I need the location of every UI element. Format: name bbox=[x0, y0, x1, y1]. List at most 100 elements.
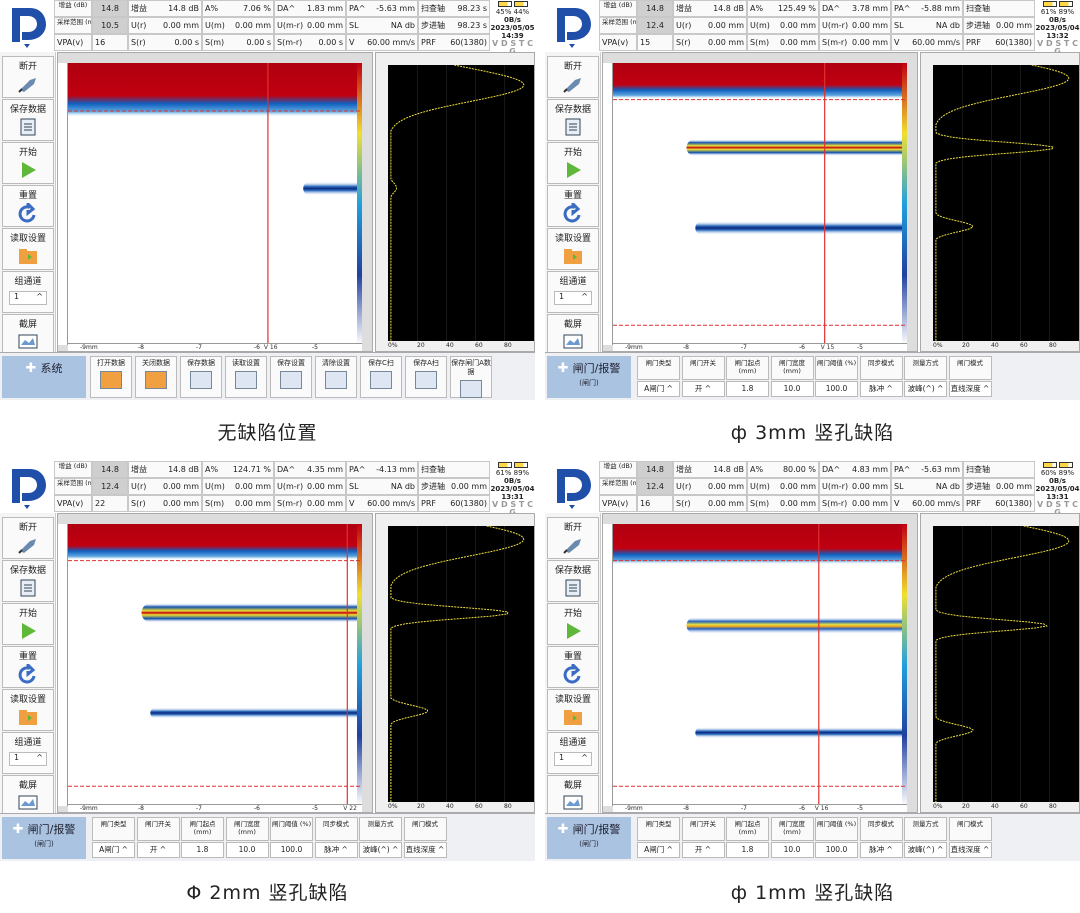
sidebar-button[interactable]: 重置 bbox=[547, 185, 599, 227]
sidebar-button[interactable]: 保存数据 bbox=[2, 99, 54, 141]
gate-param-value[interactable]: 100.0 bbox=[815, 842, 858, 858]
bscan-image[interactable] bbox=[68, 63, 362, 345]
toolbar-button[interactable]: 清除设置 bbox=[315, 356, 357, 398]
scan-view[interactable]: -9mm -8 -7 -6 -5 V 16 bbox=[57, 52, 373, 352]
gate-param-value[interactable]: 波峰(^) ^ bbox=[904, 381, 947, 397]
ascan-view[interactable]: 0% 20 40 60 80 bbox=[375, 513, 535, 813]
scan-view[interactable]: -9mm -8 -7 -6 -5 V 15 bbox=[602, 52, 918, 352]
sidebar-button[interactable]: 开始 bbox=[2, 142, 54, 184]
sidebar-button[interactable]: 开始 bbox=[2, 603, 54, 645]
range-value[interactable]: 12.4 bbox=[92, 478, 128, 495]
sidebar-button[interactable]: 保存数据 bbox=[547, 99, 599, 141]
gate-param-value[interactable]: 1.8 bbox=[726, 842, 769, 858]
ascan-view[interactable]: 0% 20 40 60 80 bbox=[375, 52, 535, 352]
toolbar-button[interactable]: 保存闸门A数据 bbox=[450, 356, 492, 398]
vpa-value[interactable]: 16 bbox=[92, 34, 128, 51]
menu-category-label: 闸门/报警 bbox=[572, 823, 621, 836]
sidebar-button[interactable]: 重置 bbox=[2, 185, 54, 227]
sidebar-button[interactable]: 截屏 bbox=[2, 775, 54, 817]
toolbar-button[interactable]: 打开数据 bbox=[90, 356, 132, 398]
menu-category-button[interactable]: ✚ 闸门/报警 (闸门) bbox=[547, 356, 631, 398]
reading-label: 扫查轴 bbox=[966, 465, 990, 474]
gate-param-label: 同步模式 bbox=[859, 817, 903, 841]
bscan-image[interactable] bbox=[68, 524, 362, 806]
gate-param-value[interactable]: 100.0 bbox=[270, 842, 313, 858]
gate-param-value[interactable]: 10.0 bbox=[770, 381, 814, 397]
group-channel-select[interactable]: 1 ^ bbox=[554, 291, 592, 305]
sidebar-button[interactable]: 保存数据 bbox=[547, 560, 599, 602]
gain-value[interactable]: 14.8 bbox=[637, 461, 673, 478]
gate-param-value[interactable]: A闸门 ^ bbox=[637, 842, 680, 858]
gate-param-value[interactable]: 直线深度 ^ bbox=[403, 842, 447, 858]
gate-param-value[interactable]: 1.8 bbox=[726, 381, 769, 397]
toolbar-button[interactable]: 关闭数据 bbox=[135, 356, 177, 398]
gate-param-value[interactable]: 直线深度 ^ bbox=[948, 842, 992, 858]
sidebar-button[interactable]: 断开 bbox=[2, 517, 54, 559]
gate-param-value[interactable]: 波峰(^) ^ bbox=[359, 842, 402, 858]
sidebar-button[interactable]: 断开 bbox=[547, 56, 599, 98]
sidebar-button[interactable]: 截屏 bbox=[2, 314, 54, 356]
bscan-image[interactable] bbox=[613, 63, 907, 345]
vpa-value[interactable]: 16 bbox=[637, 495, 673, 512]
ascan-view[interactable]: 0% 20 40 60 80 bbox=[920, 52, 1080, 352]
gate-param-value[interactable]: 直线深度 ^ bbox=[948, 381, 992, 397]
gate-param-value[interactable]: 脉冲 ^ bbox=[859, 842, 903, 858]
gate-param-value[interactable]: A闸门 ^ bbox=[92, 842, 135, 858]
bscan-image[interactable] bbox=[613, 524, 907, 806]
vpa-value[interactable]: 22 bbox=[92, 495, 128, 512]
ascan-axis: 0% 20 40 60 80 bbox=[388, 341, 534, 351]
toolbar-button[interactable]: 保存设置 bbox=[270, 356, 312, 398]
range-value[interactable]: 10.5 bbox=[92, 17, 128, 34]
sidebar-button[interactable]: 读取设置 bbox=[547, 228, 599, 270]
sidebar-button[interactable]: 重置 bbox=[2, 646, 54, 688]
scan-view[interactable]: -9mm -8 -7 -6 -5 V 22 bbox=[57, 513, 373, 813]
gate-param-value[interactable]: 脉冲 ^ bbox=[314, 842, 358, 858]
menu-category-button[interactable]: ✚ 闸门/报警 (闸门) bbox=[547, 817, 631, 859]
gate-param-value[interactable]: 波峰(^) ^ bbox=[904, 842, 947, 858]
menu-category-button[interactable]: ✚ 闸门/报警 (闸门) bbox=[2, 817, 86, 859]
gate-param-value[interactable]: 10.0 bbox=[770, 842, 814, 858]
sidebar-button[interactable]: 保存数据 bbox=[2, 560, 54, 602]
toolbar-button[interactable]: 保存数据 bbox=[180, 356, 222, 398]
sidebar-button[interactable]: 组通道 1 ^ bbox=[2, 271, 54, 313]
group-channel-select[interactable]: 1 ^ bbox=[554, 752, 592, 766]
range-value[interactable]: 12.4 bbox=[637, 17, 673, 34]
sidebar-button[interactable]: 读取设置 bbox=[2, 228, 54, 270]
gate-param-value[interactable]: 10.0 bbox=[225, 842, 269, 858]
group-channel-select[interactable]: 1 ^ bbox=[9, 752, 47, 766]
sidebar-button[interactable]: 截屏 bbox=[547, 314, 599, 356]
gate-param-value[interactable]: 1.8 bbox=[181, 842, 224, 858]
gate-param-value[interactable]: 开 ^ bbox=[681, 842, 725, 858]
brand-logo bbox=[547, 2, 597, 50]
ascan-view[interactable]: 0% 20 40 60 80 bbox=[920, 513, 1080, 813]
group-channel-select[interactable]: 1 ^ bbox=[9, 291, 47, 305]
sidebar-button[interactable]: 断开 bbox=[2, 56, 54, 98]
scan-view[interactable]: -9mm -8 -7 -6 -5 V 16 bbox=[602, 513, 918, 813]
sidebar-button[interactable]: 开始 bbox=[547, 603, 599, 645]
gate-param-value[interactable]: 开 ^ bbox=[136, 842, 180, 858]
sidebar-button[interactable]: 重置 bbox=[547, 646, 599, 688]
sidebar-button[interactable]: 截屏 bbox=[547, 775, 599, 817]
sidebar-button[interactable]: 读取设置 bbox=[2, 689, 54, 731]
toolbar-button[interactable]: 保存A扫 bbox=[405, 356, 447, 398]
sidebar-button-label: 组通道 bbox=[559, 738, 587, 748]
sidebar-button[interactable]: 组通道 1 ^ bbox=[2, 732, 54, 774]
sidebar-button[interactable]: 组通道 1 ^ bbox=[547, 732, 599, 774]
gate-param-value[interactable]: 脉冲 ^ bbox=[859, 381, 903, 397]
gain-value[interactable]: 14.8 bbox=[92, 461, 128, 478]
sidebar-button[interactable]: 断开 bbox=[547, 517, 599, 559]
gate-param-value[interactable]: 100.0 bbox=[815, 381, 858, 397]
toolbar-button[interactable]: 读取设置 bbox=[225, 356, 267, 398]
menu-category-button[interactable]: ✚ 系统 bbox=[2, 356, 86, 398]
toolbar-button[interactable]: 保存C扫 bbox=[360, 356, 402, 398]
vpa-value[interactable]: 15 bbox=[637, 34, 673, 51]
reading-e4: V 60.00 mm/s bbox=[891, 495, 963, 512]
gate-param-value[interactable]: A闸门 ^ bbox=[637, 381, 680, 397]
gain-value[interactable]: 14.8 bbox=[92, 0, 128, 17]
sidebar-button[interactable]: 组通道 1 ^ bbox=[547, 271, 599, 313]
sidebar-button[interactable]: 开始 bbox=[547, 142, 599, 184]
range-value[interactable]: 12.4 bbox=[637, 478, 673, 495]
gate-param-value[interactable]: 开 ^ bbox=[681, 381, 725, 397]
gain-value[interactable]: 14.8 bbox=[637, 0, 673, 17]
sidebar-button[interactable]: 读取设置 bbox=[547, 689, 599, 731]
